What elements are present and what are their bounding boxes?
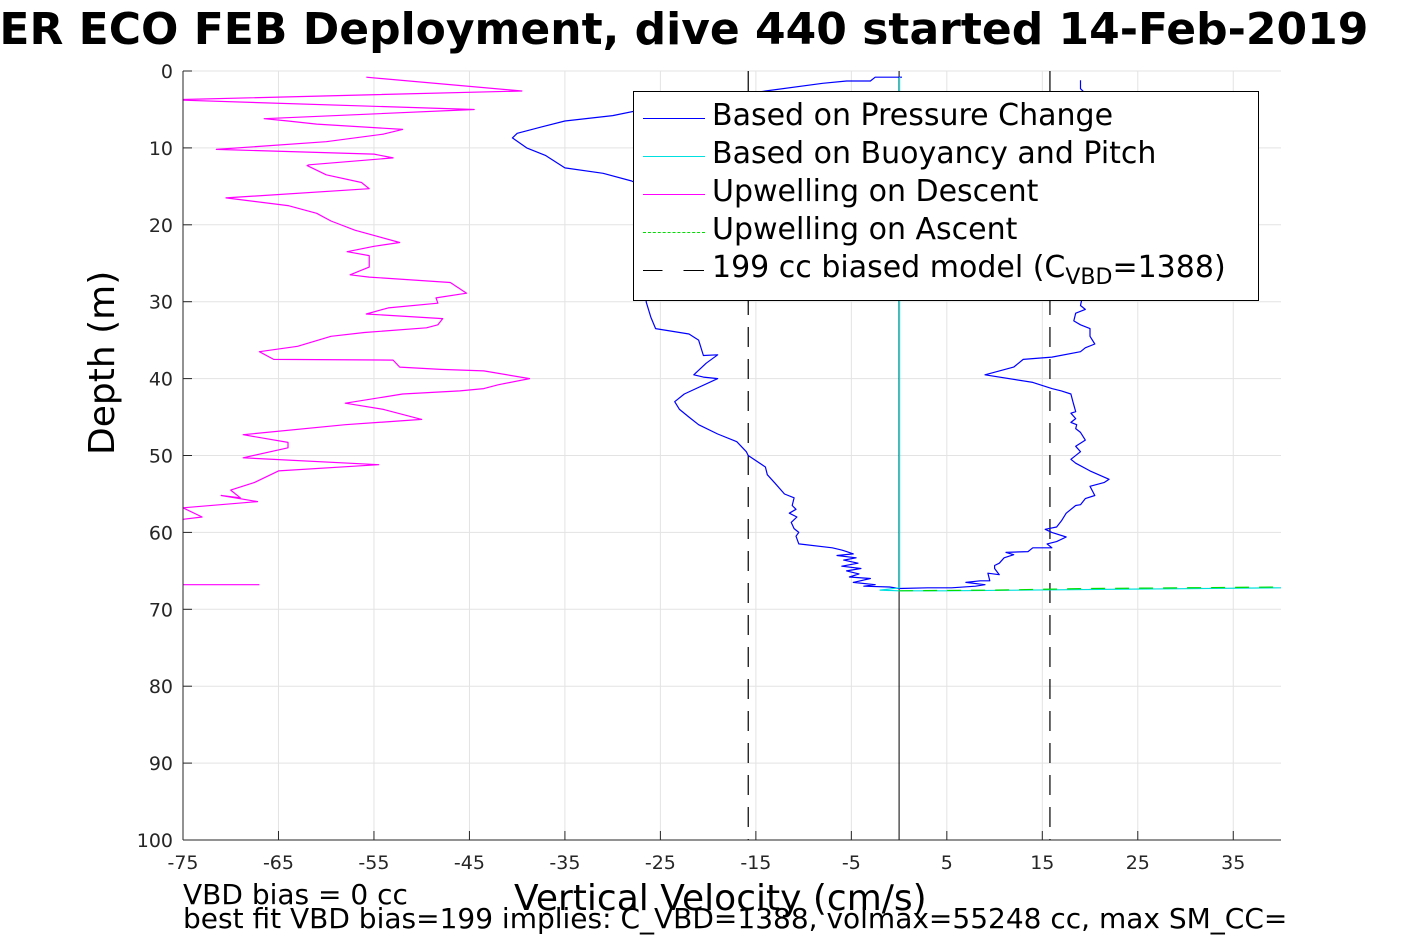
legend-item-buoyancy: Based on Buoyancy and Pitch <box>634 134 1258 172</box>
y-tick-label: 10 <box>149 138 173 160</box>
legend-item-model: 199 cc biased model (CVBD=1388) <box>634 248 1258 290</box>
x-tick-label: -25 <box>645 852 676 874</box>
x-tick-label: -45 <box>454 852 485 874</box>
legend-label-model-pre: 199 cc biased model (C <box>712 250 1066 285</box>
chart-title: LTER ECO FEB Deployment, dive 440 starte… <box>0 4 1417 56</box>
x-tick-label: -5 <box>842 852 861 874</box>
x-tick-label: -65 <box>263 852 294 874</box>
axes: -75 -65 -55 -45 -35 -25 -15 -5 5 15 25 350102030405… <box>137 61 1281 874</box>
series-line <box>182 76 531 521</box>
x-tick-label: 5 <box>941 852 953 874</box>
x-tick-label: 25 <box>1126 852 1150 874</box>
legend-label-descent: Upwelling on Descent <box>712 174 1039 209</box>
series-line <box>511 76 1110 590</box>
legend-label-pressure: Based on Pressure Change <box>712 98 1114 133</box>
series-line <box>899 586 1282 592</box>
x-tick-label: -35 <box>549 852 580 874</box>
y-tick-label: 90 <box>149 753 173 775</box>
x-tick-label: 35 <box>1221 852 1245 874</box>
chart-title-text: LTER ECO FEB Deployment, dive 440 starte… <box>0 4 1369 55</box>
y-tick-label: 60 <box>149 522 173 544</box>
y-tick-label: 20 <box>149 215 173 237</box>
legend-label-buoyancy: Based on Buoyancy and Pitch <box>712 136 1157 171</box>
legend-swatch-pressure <box>643 118 705 119</box>
x-tick-label: 15 <box>1030 852 1054 874</box>
x-tick-label: -75 <box>167 852 198 874</box>
y-tick-label: 30 <box>149 292 173 314</box>
legend-swatch-model <box>643 270 705 271</box>
y-tick-label: 40 <box>149 369 173 391</box>
legend-swatch-descent <box>643 194 705 195</box>
y-tick-label: 50 <box>149 446 173 468</box>
y-axis-label: Depth (m) <box>82 270 123 455</box>
y-tick-label: 80 <box>149 676 173 698</box>
legend-label-model-sub: VBD <box>1065 265 1113 290</box>
legend-swatch-buoyancy <box>643 156 705 157</box>
series-group <box>182 76 1282 592</box>
legend-item-ascent: Upwelling on Ascent <box>634 210 1258 248</box>
legend-label-model: 199 cc biased model (CVBD=1388) <box>712 250 1226 290</box>
x-tick-label: -15 <box>740 852 771 874</box>
x-axis-label: Vertical Velocity (cm/s) <box>514 878 927 919</box>
y-tick-label: 70 <box>149 599 173 621</box>
legend-item-pressure: Based on Pressure Change <box>634 96 1258 134</box>
legend: Based on Pressure Change Based on Buoyan… <box>633 91 1259 301</box>
y-tick-label: 100 <box>137 830 173 852</box>
legend-label-model-post: =1388) <box>1112 250 1226 285</box>
footer-bestfit-text: best fit VBD bias=199 implies: C_VBD=138… <box>183 902 1288 935</box>
legend-swatch-ascent <box>643 232 705 233</box>
y-tick-label: 0 <box>161 61 173 83</box>
legend-label-ascent: Upwelling on Ascent <box>712 212 1018 247</box>
footer-bias-text: VBD bias = 0 cc <box>183 878 408 911</box>
legend-item-descent: Upwelling on Descent <box>634 172 1258 210</box>
x-tick-label: -55 <box>358 852 389 874</box>
